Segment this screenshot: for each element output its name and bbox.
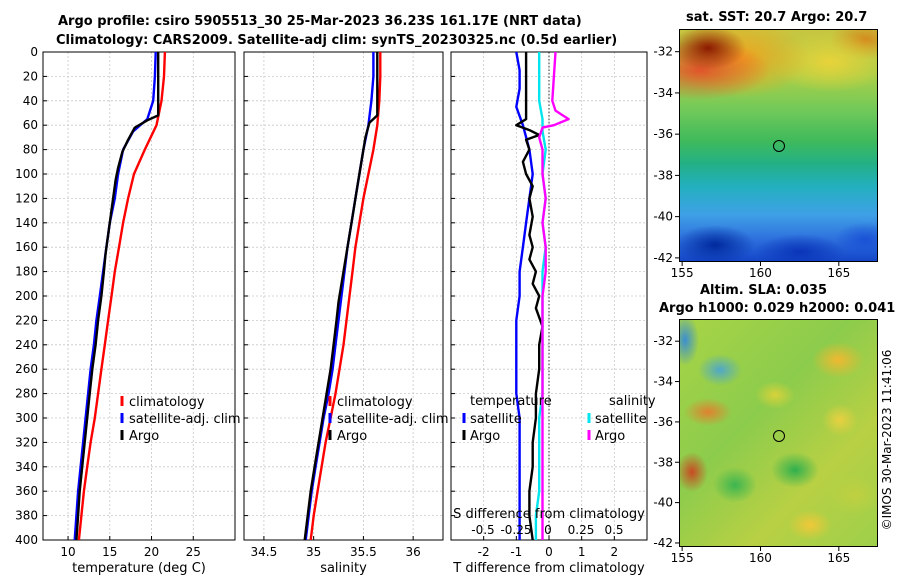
sla-map-ytick-label: -40 [653,496,673,510]
diff-legend-sal-heading: salinity [609,394,656,409]
sal-xtick-label: 35 [306,545,321,559]
sal-series-argo [303,52,379,540]
sal-xtick-label: 34.5 [251,545,278,559]
temp-series-climatology [77,52,167,540]
depth-tick-label: 260 [15,362,38,376]
depth-tick-label: 100 [15,167,38,181]
sla-map-xtick-label: 155 [671,551,694,565]
diff-xtick-label: -1 [510,545,522,559]
sla-map [679,319,878,547]
depth-tick-label: 80 [23,143,38,157]
diff-legend-sal-label: satellite [595,412,647,427]
temp-xtick-label: 10 [60,545,75,559]
sst-map-xtick-label: 160 [749,266,772,280]
depth-tick-label: 280 [15,387,38,401]
diff-xtick-label: 0 [545,545,553,559]
depth-tick-label: 400 [15,533,38,547]
header-line-2: Climatology: CARS2009. Satellite-adj cli… [56,33,618,48]
sst-map-ytick-label: -40 [653,210,673,224]
diff-xlabel: T difference from climatology [452,561,645,576]
sst-map-ytick-label: -42 [653,251,673,265]
depth-tick-label: 60 [23,118,38,132]
depth-tick-label: 180 [15,265,38,279]
temp-xtick-label: 15 [102,545,117,559]
depth-tick-label: 300 [15,411,38,425]
sst-map-ytick-label: -34 [653,86,673,100]
depth-tick-label: 220 [15,313,38,327]
watermark: ©IMOS 30-Mar-2023 11:41:06 [880,349,894,531]
sla-map-ytick-label: -42 [653,536,673,550]
temp-legend-label: climatology [129,395,205,410]
sla-map-title-1: Altim. SLA: 0.035 [700,283,827,298]
header-line-1: Argo profile: csiro 5905513_30 25-Mar-20… [58,14,582,29]
sla-map-ytick-label: -34 [653,375,673,389]
sal-xtick-label: 36 [406,545,421,559]
depth-tick-label: 160 [15,240,38,254]
depth-tick-label: 240 [15,338,38,352]
diff-legend-temp-label: Argo [470,429,500,444]
depth-tick-label: 20 [23,69,38,83]
diff-series-temperature-satellite [515,52,534,540]
sal-legend-label: Argo [337,429,367,444]
diff-legend-temp-label: satellite [470,412,522,427]
sla-map-ytick-label: -38 [653,455,673,469]
depth-tick-label: 320 [15,435,38,449]
diff-s-tick-label: 0 [544,523,552,537]
diff-xtick-label: -2 [478,545,490,559]
sst-map-ytick-label: -38 [653,168,673,182]
sal-xlabel: salinity [320,561,367,576]
depth-tick-label: 120 [15,191,38,205]
sal-legend-label: satellite-adj. clim [337,412,449,427]
sla-map-ytick-label: -36 [653,415,673,429]
sla-map-xtick-label: 165 [827,551,850,565]
diff-s-axis-label: S difference from climatology [453,507,645,522]
diff-series-salinity-argo [538,52,570,540]
depth-tick-label: 360 [15,484,38,498]
diff-series-temperature-argo [515,52,544,540]
diff-xtick-label: 2 [611,545,619,559]
depth-tick-label: 0 [30,45,38,59]
sla-argo-marker [773,430,785,442]
depth-tick-label: 340 [15,460,38,474]
diff-legend-sal-label: Argo [595,429,625,444]
temp-legend-label: satellite-adj. clim [129,412,241,427]
diff-series-salinity-satellite [534,52,547,540]
diff-s-tick-label: -0.25 [500,523,531,537]
diff-legend-temp-heading: temperature [470,394,552,409]
sal-legend-label: climatology [337,395,413,410]
diff-s-tick-label: 0.5 [604,523,623,537]
sst-map-title: sat. SST: 20.7 Argo: 20.7 [686,10,868,25]
diff-s-tick-label: 0.25 [568,523,595,537]
depth-tick-label: 40 [23,94,38,108]
diff-xtick-label: 1 [578,545,586,559]
sst-map-ytick-label: -32 [653,45,673,59]
depth-tick-label: 380 [15,509,38,523]
sla-map-ytick-label: -32 [653,334,673,348]
temp-series-argo [75,52,160,540]
depth-tick-label: 140 [15,216,38,230]
sst-map-xtick-label: 155 [671,266,694,280]
temp-legend-label: Argo [129,429,159,444]
depth-tick-label: 200 [15,289,38,303]
sst-map-xtick-label: 165 [827,266,850,280]
temp-xlabel: temperature (deg C) [72,561,206,576]
sla-map-xtick-label: 160 [749,551,772,565]
temp-xtick-label: 25 [186,545,201,559]
sal-series-climatology [309,52,382,540]
sal-xtick-label: 35.5 [350,545,377,559]
sst-map [679,29,878,262]
sst-map-ytick-label: -36 [653,127,673,141]
temp-xtick-label: 20 [144,545,159,559]
sst-argo-marker [773,140,785,152]
diff-s-tick-label: -0.5 [471,523,494,537]
sla-map-title-2: Argo h1000: 0.029 h2000: 0.041 [659,301,896,316]
